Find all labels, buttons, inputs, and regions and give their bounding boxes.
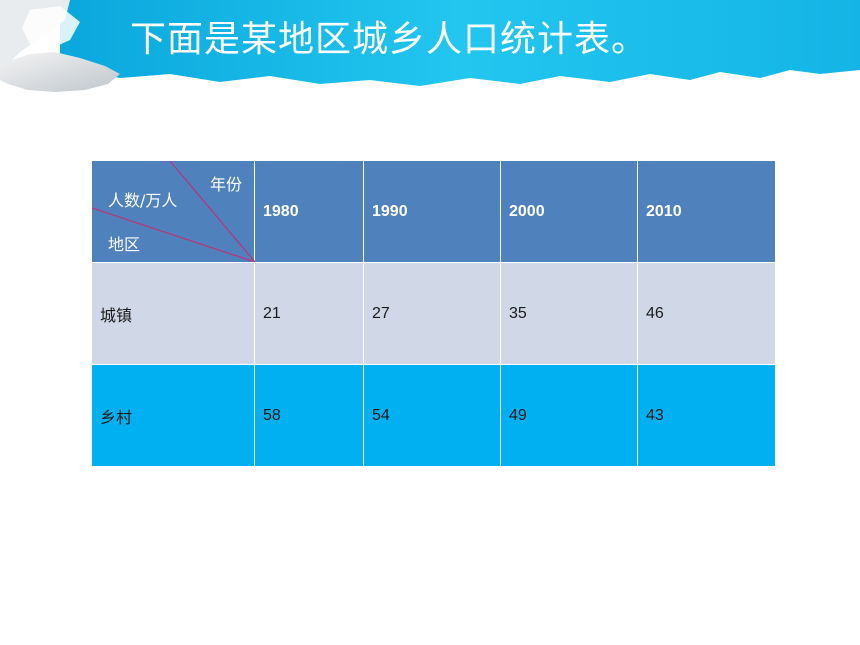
- corner-region-label: 地区: [108, 235, 141, 254]
- corner-year-label: 年份: [209, 175, 242, 194]
- year-header: 2000: [500, 160, 638, 263]
- table-header-row: 年份 人数/万人 地区 1980 1990 2000 2010: [91, 160, 776, 263]
- population-table: 年份 人数/万人 地区 1980 1990 2000 2010 城镇 21 27…: [91, 160, 776, 467]
- value-cell: 49: [500, 364, 638, 467]
- year-header: 1990: [363, 160, 501, 263]
- slide-title: 下面是某地区城乡人口统计表。: [130, 19, 649, 60]
- population-table-wrapper: 年份 人数/万人 地区 1980 1990 2000 2010 城镇 21 27…: [91, 160, 776, 467]
- region-cell: 乡村: [91, 364, 255, 467]
- value-cell: 27: [363, 262, 501, 365]
- table-row: 乡村 58 54 49 43: [91, 364, 776, 467]
- value-cell: 46: [637, 262, 776, 365]
- region-cell: 城镇: [91, 262, 255, 365]
- value-cell: 54: [363, 364, 501, 467]
- banner-brush-shape: [0, 0, 860, 92]
- value-cell: 35: [500, 262, 638, 365]
- title-banner: 下面是某地区城乡人口统计表。: [0, 0, 860, 92]
- table-row: 城镇 21 27 35 46: [91, 262, 776, 365]
- year-header: 1980: [254, 160, 364, 263]
- value-cell: 21: [254, 262, 364, 365]
- header-corner-cell: 年份 人数/万人 地区: [91, 160, 255, 263]
- value-cell: 58: [254, 364, 364, 467]
- corner-diagonal-lines: [92, 161, 255, 262]
- corner-population-label: 人数/万人: [108, 191, 178, 210]
- year-header: 2010: [637, 160, 776, 263]
- value-cell: 43: [637, 364, 776, 467]
